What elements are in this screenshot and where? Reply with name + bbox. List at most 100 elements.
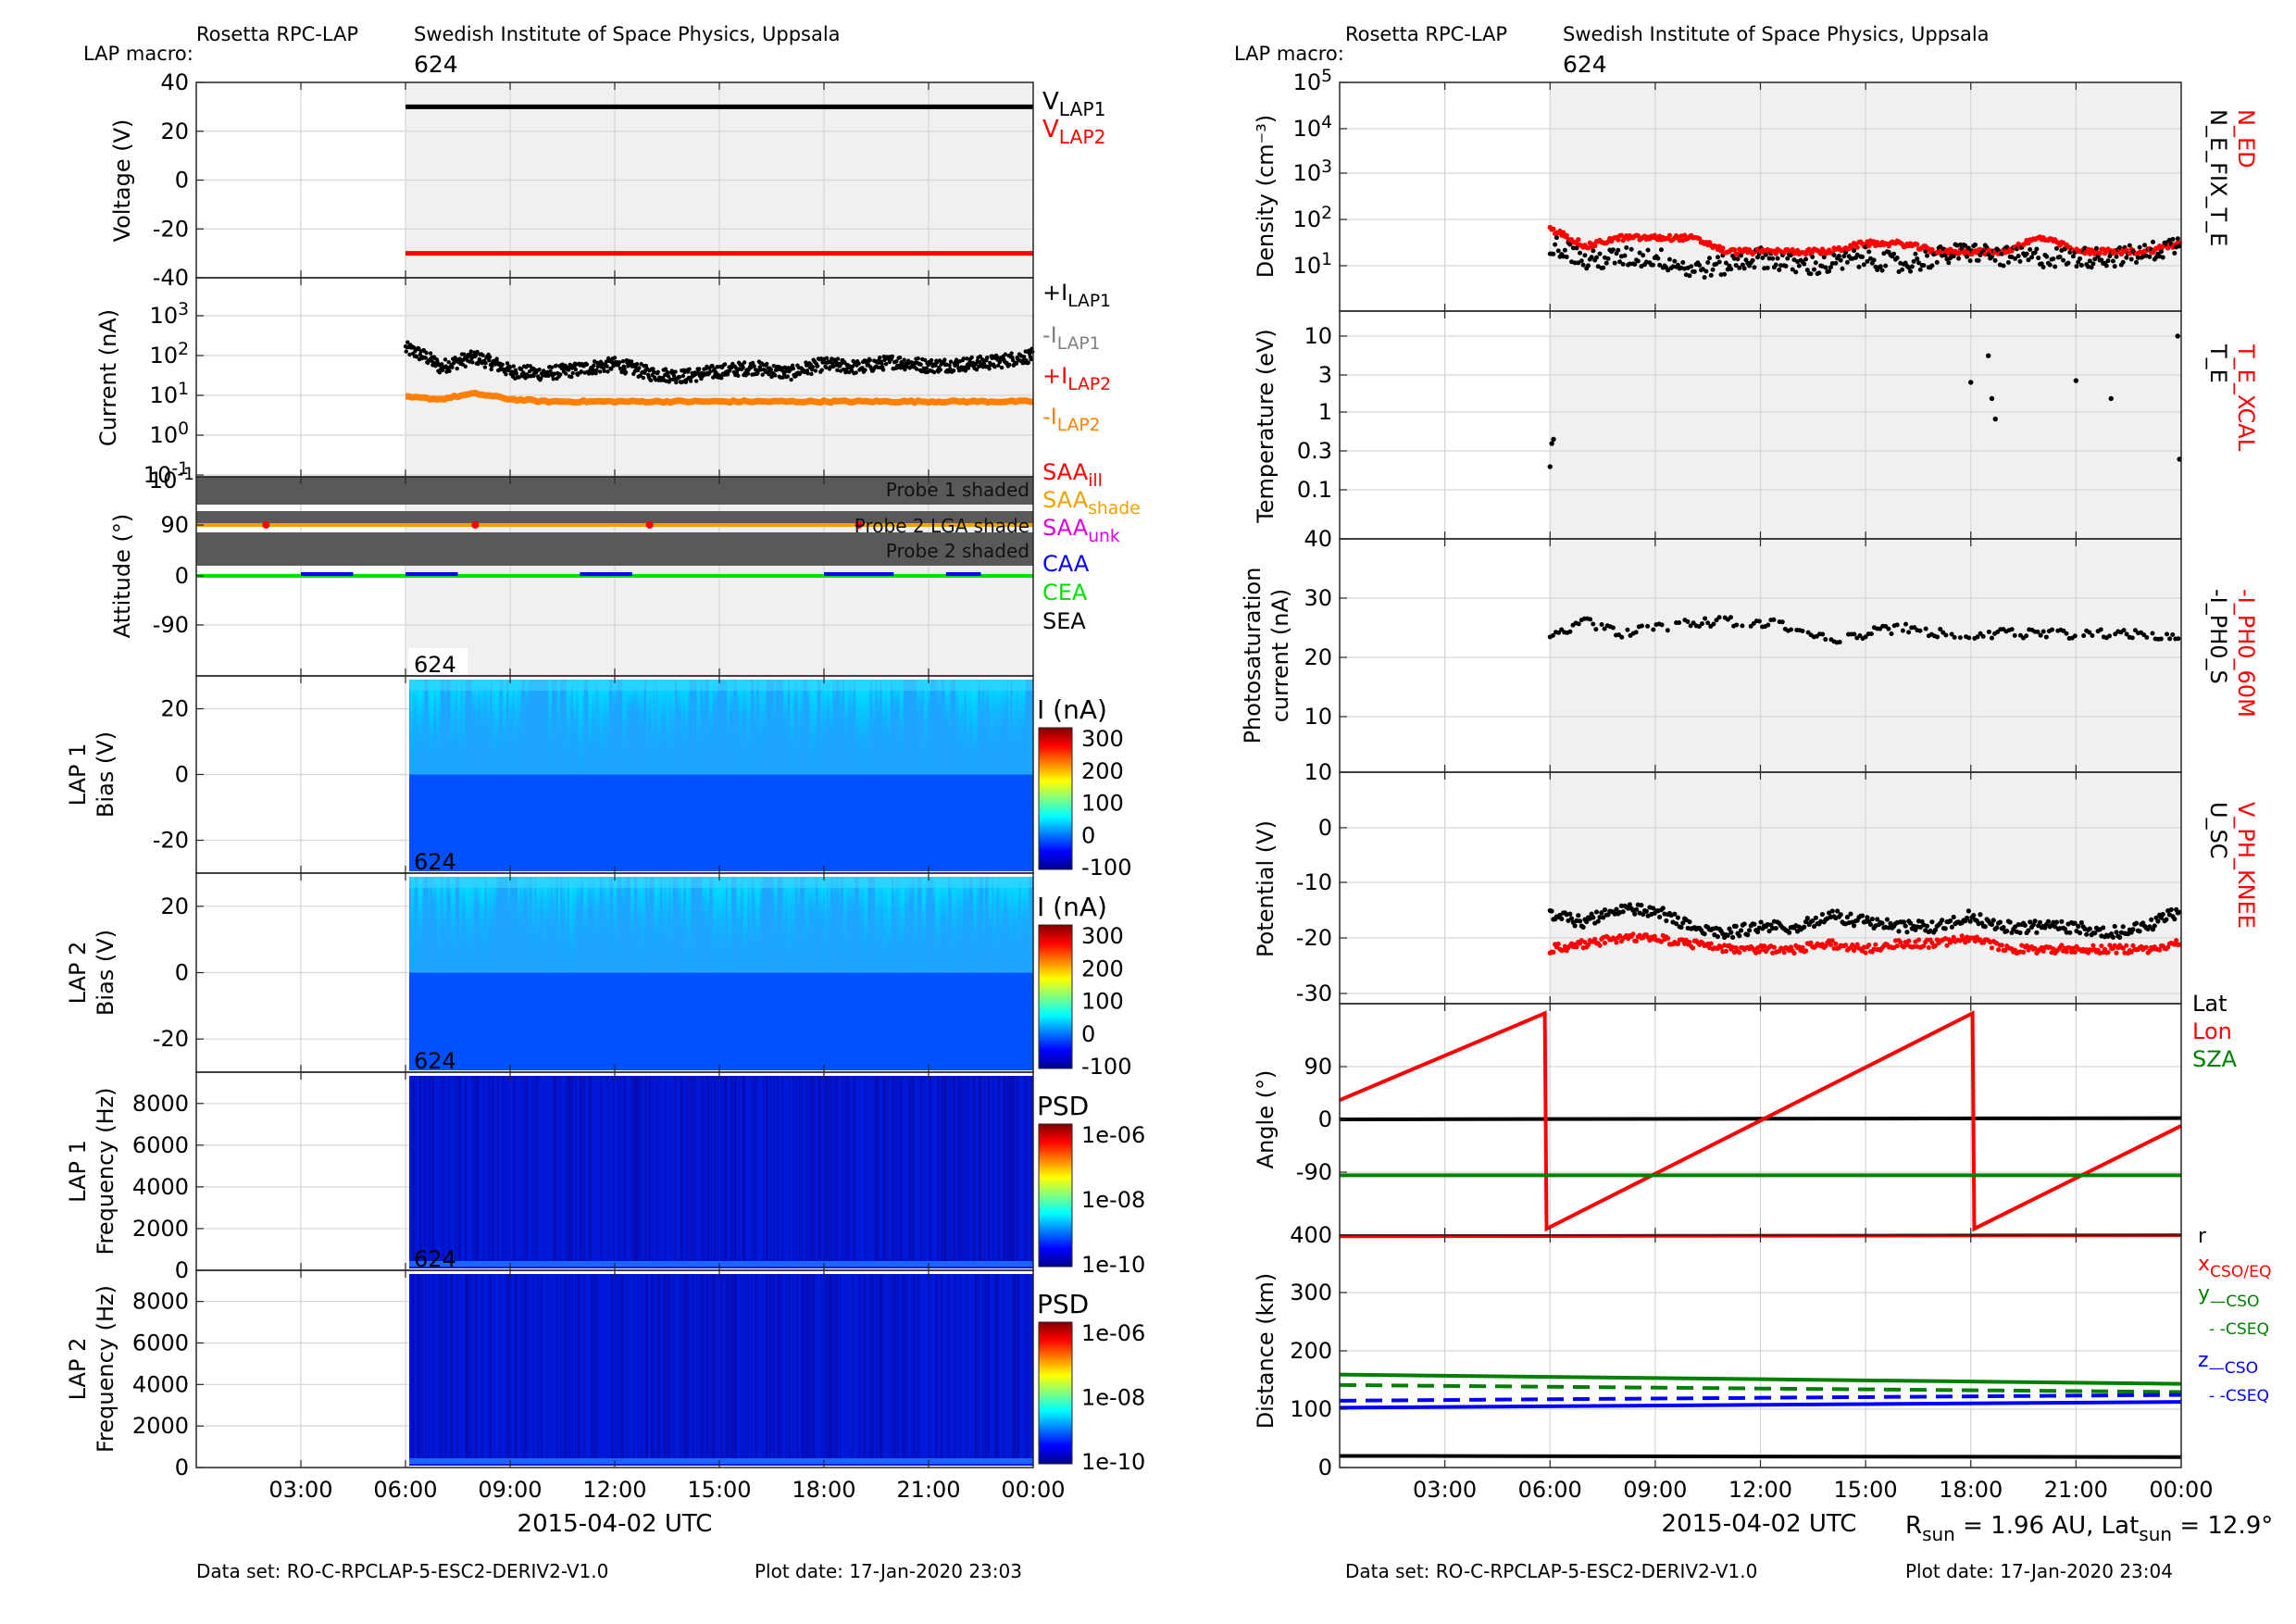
potential-point — [1924, 937, 1930, 943]
potential-point — [1756, 949, 1762, 955]
current-point — [463, 364, 468, 369]
potential-point — [1835, 908, 1841, 914]
current-point — [863, 368, 867, 372]
tick-label: 20 — [160, 893, 189, 919]
colorbar — [1038, 727, 1073, 870]
saa-ill-marker — [645, 521, 654, 529]
density-point — [1946, 260, 1952, 266]
potential-point — [1675, 915, 1680, 920]
spectrogram-streak — [742, 877, 746, 969]
density-point — [2172, 250, 2177, 256]
psd-streak — [896, 1076, 899, 1267]
current-point — [693, 379, 699, 383]
spectrogram-streak — [591, 680, 594, 743]
photosaturation-point — [2024, 633, 2029, 639]
spectrogram-top-edge — [409, 680, 1033, 691]
density-point — [2134, 259, 2140, 265]
psd-streak — [897, 1274, 899, 1464]
photosaturation-point — [1771, 617, 1777, 622]
psd-streak — [546, 1274, 549, 1464]
potential-point — [1664, 918, 1669, 924]
psd-streak — [959, 1076, 961, 1267]
psd-streak — [957, 1076, 959, 1267]
current-point — [573, 367, 579, 372]
density-point — [1624, 244, 1629, 250]
tick-label: -40 — [153, 265, 189, 291]
tick-label: -20 — [153, 216, 189, 242]
density-point — [1986, 252, 1991, 257]
spectrogram-streak — [462, 877, 467, 933]
photosaturation-point — [1756, 618, 1762, 624]
density-point — [1810, 255, 1816, 260]
spectrogram-streak — [1020, 877, 1026, 943]
axis-label: LAP 1 — [65, 743, 91, 806]
density-point — [1564, 255, 1569, 260]
photosaturation-point — [1711, 621, 1716, 627]
density-point — [1691, 269, 1697, 274]
psd-streak — [733, 1076, 736, 1267]
psd-streak — [685, 1076, 688, 1267]
photosaturation-point — [2165, 631, 2170, 637]
psd-streak — [590, 1076, 593, 1267]
macro-value: 624 — [1563, 51, 1607, 78]
psd-streak — [465, 1076, 467, 1267]
axis-label: Bias (V) — [93, 731, 119, 818]
spectrogram-streak — [782, 877, 785, 965]
psd-streak — [424, 1076, 427, 1267]
colorbar-tick: 0 — [1081, 822, 1095, 848]
psd-streak — [1004, 1076, 1006, 1267]
tick-label: -90 — [1296, 1159, 1332, 1185]
potential-point — [1567, 911, 1573, 917]
density-point — [1731, 247, 1738, 253]
spectrogram-streak — [786, 877, 791, 973]
psd-streak — [997, 1076, 999, 1267]
potential-point — [1723, 948, 1729, 954]
potential-point — [2032, 945, 2038, 951]
photosaturation-point — [1975, 634, 1980, 640]
density-point — [1578, 258, 1584, 264]
psd-streak — [824, 1076, 827, 1267]
psd-streak — [720, 1274, 722, 1464]
legend-entry: r — [2198, 1225, 2207, 1248]
psd-streak — [942, 1076, 943, 1267]
current-point — [634, 362, 640, 367]
psd-streak — [568, 1274, 570, 1464]
potential-point — [2007, 919, 2013, 925]
psd-streak — [769, 1076, 772, 1267]
potential-point — [2072, 949, 2078, 956]
density-point — [1828, 265, 1833, 270]
density-point — [2127, 243, 2132, 248]
current-point — [470, 360, 475, 365]
spectrogram-streak — [844, 680, 848, 758]
x-tick-label: 09:00 — [1623, 1477, 1687, 1503]
psd-streak — [692, 1274, 694, 1464]
psd-streak — [639, 1076, 642, 1267]
current-point — [719, 376, 724, 381]
spectrogram-streak — [825, 680, 830, 718]
current-point — [538, 376, 543, 381]
colorbar-tick: 1e-10 — [1081, 1449, 1145, 1475]
psd-streak — [447, 1076, 450, 1267]
current-point — [688, 379, 693, 383]
current-point — [462, 352, 467, 356]
spectrogram-streak — [844, 877, 850, 934]
density-point — [1586, 263, 1591, 269]
current-point — [531, 373, 536, 379]
tick-label: 8000 — [132, 1289, 189, 1315]
density-point — [1666, 268, 1671, 273]
potential-point — [1978, 912, 1983, 918]
density-point — [1766, 256, 1772, 261]
potential-point — [1551, 949, 1556, 955]
spectrogram-streak — [593, 877, 598, 951]
current-point — [860, 366, 865, 370]
spectrogram-streak — [809, 877, 813, 925]
current-point — [902, 357, 906, 362]
psd-streak — [725, 1076, 727, 1267]
psd-streak — [658, 1076, 660, 1267]
spectrogram-streak — [456, 680, 460, 753]
psd-streak — [903, 1274, 905, 1464]
axis-label: Frequency (Hz) — [93, 1088, 119, 1255]
potential-point — [1802, 924, 1807, 930]
psd-streak — [712, 1274, 714, 1464]
spectrogram-streak — [814, 680, 818, 756]
